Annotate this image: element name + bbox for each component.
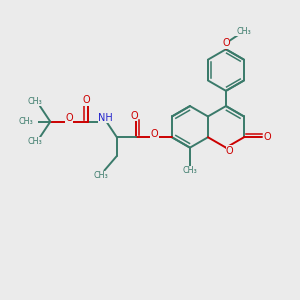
Text: O: O — [65, 113, 73, 123]
Text: CH₃: CH₃ — [28, 97, 43, 106]
Text: O: O — [151, 129, 158, 139]
Text: CH₃: CH₃ — [183, 167, 197, 176]
Text: CH₃: CH₃ — [236, 27, 251, 36]
Text: O: O — [264, 132, 272, 142]
Text: NH: NH — [98, 113, 113, 123]
Text: CH₃: CH₃ — [28, 137, 43, 146]
Text: O: O — [226, 146, 234, 156]
Text: CH₃: CH₃ — [18, 117, 33, 126]
Text: O: O — [82, 95, 90, 105]
Text: O: O — [130, 111, 138, 121]
Text: O: O — [222, 38, 230, 48]
Text: CH₃: CH₃ — [94, 171, 109, 180]
